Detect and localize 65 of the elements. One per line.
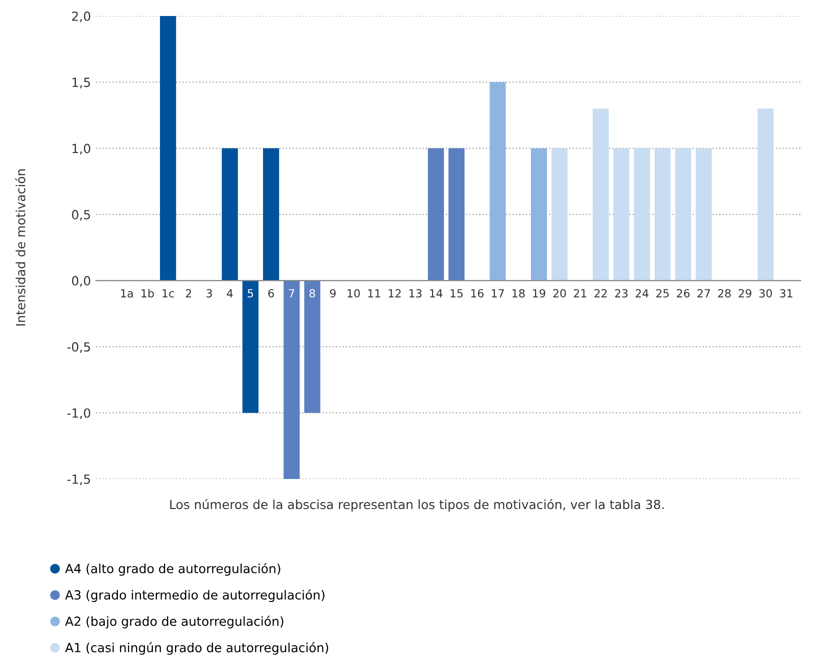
legend-label: A4 (alto grado de autorregulación) <box>65 563 280 576</box>
bar <box>758 108 774 281</box>
x-tick-label: 31 <box>780 289 792 298</box>
bar <box>654 148 671 281</box>
y-tick-label: -0,5 <box>67 342 90 353</box>
x-tick-label: 26 <box>676 289 690 298</box>
y-tick-label: -1,5 <box>67 474 90 486</box>
y-tick-label: 1,5 <box>72 78 90 88</box>
x-tick-label: 27 <box>698 289 710 298</box>
bar <box>448 148 465 281</box>
y-tick-label: 0,5 <box>72 210 90 221</box>
bar <box>222 148 238 281</box>
y-tick-label: -1,0 <box>67 408 90 420</box>
x-tick-label: 29 <box>738 289 752 298</box>
x-tick-label: 20 <box>553 289 566 298</box>
bar <box>613 148 630 281</box>
x-tick-label: 21 <box>574 289 586 298</box>
bar <box>530 148 547 281</box>
legend-label: A3 (grado intermedio de autorregulación) <box>65 589 324 602</box>
x-tick-label: 10 <box>348 289 360 298</box>
bar <box>284 280 300 479</box>
x-tick-label: 1b <box>142 288 154 298</box>
x-tick-label: 17 <box>492 289 504 298</box>
bar <box>160 16 176 281</box>
x-tick-label: 16 <box>471 289 484 298</box>
x-tick-label: 6 <box>268 289 274 298</box>
x-tick-label: 4 <box>226 289 233 298</box>
text: Los números de la abscisa representan los tipos de motivación, ver la tabla 38. <box>170 499 664 512</box>
bar <box>242 280 258 413</box>
x-tick-label: 12 <box>388 289 401 298</box>
x-tick-label: 25 <box>656 289 669 298</box>
bar <box>552 148 568 281</box>
x-tick-label: 18 <box>512 289 525 298</box>
x-tick-label: 11 <box>368 289 380 298</box>
x-tick-label: 9 <box>330 289 336 298</box>
x-tick-label: 1c <box>162 289 174 298</box>
y-axis-title: Intensidad de motivación <box>15 169 26 326</box>
x-tick-label: 19 <box>533 289 546 298</box>
bar <box>490 82 506 281</box>
y-tick-label: 1,0 <box>72 144 90 154</box>
bar <box>592 108 609 281</box>
bar <box>304 280 320 413</box>
y-tick-label: 2,0 <box>72 11 90 22</box>
x-tick-label: 3 <box>206 289 212 298</box>
legend-label: A1 (casi ningún grado de autorregulación) <box>65 642 328 655</box>
x-tick-label: 28 <box>718 289 731 298</box>
x-tick-label: 23 <box>615 289 628 298</box>
x-tick-label: 2 <box>186 289 192 298</box>
bar <box>675 148 692 281</box>
x-tick-label: 14 <box>430 289 442 298</box>
y-tick-label: 0,0 <box>72 276 90 287</box>
x-tick-label: 15 <box>450 289 463 298</box>
x-tick-label: 24 <box>636 289 648 298</box>
x-tick-label: 30 <box>759 289 772 298</box>
x-tick-label: 5 <box>248 289 254 298</box>
bar <box>696 148 712 281</box>
x-tick-label: 7 <box>289 289 294 298</box>
x-tick-label: 22 <box>594 289 607 298</box>
bar <box>428 148 444 281</box>
legend-label: A2 (bajo grado de autorregulación) <box>65 616 284 628</box>
bar <box>634 148 650 281</box>
x-tick-label: 13 <box>409 289 422 298</box>
x-tick-label: 1a <box>121 289 133 298</box>
x-tick-label: 8 <box>309 289 316 298</box>
bar <box>263 148 280 281</box>
